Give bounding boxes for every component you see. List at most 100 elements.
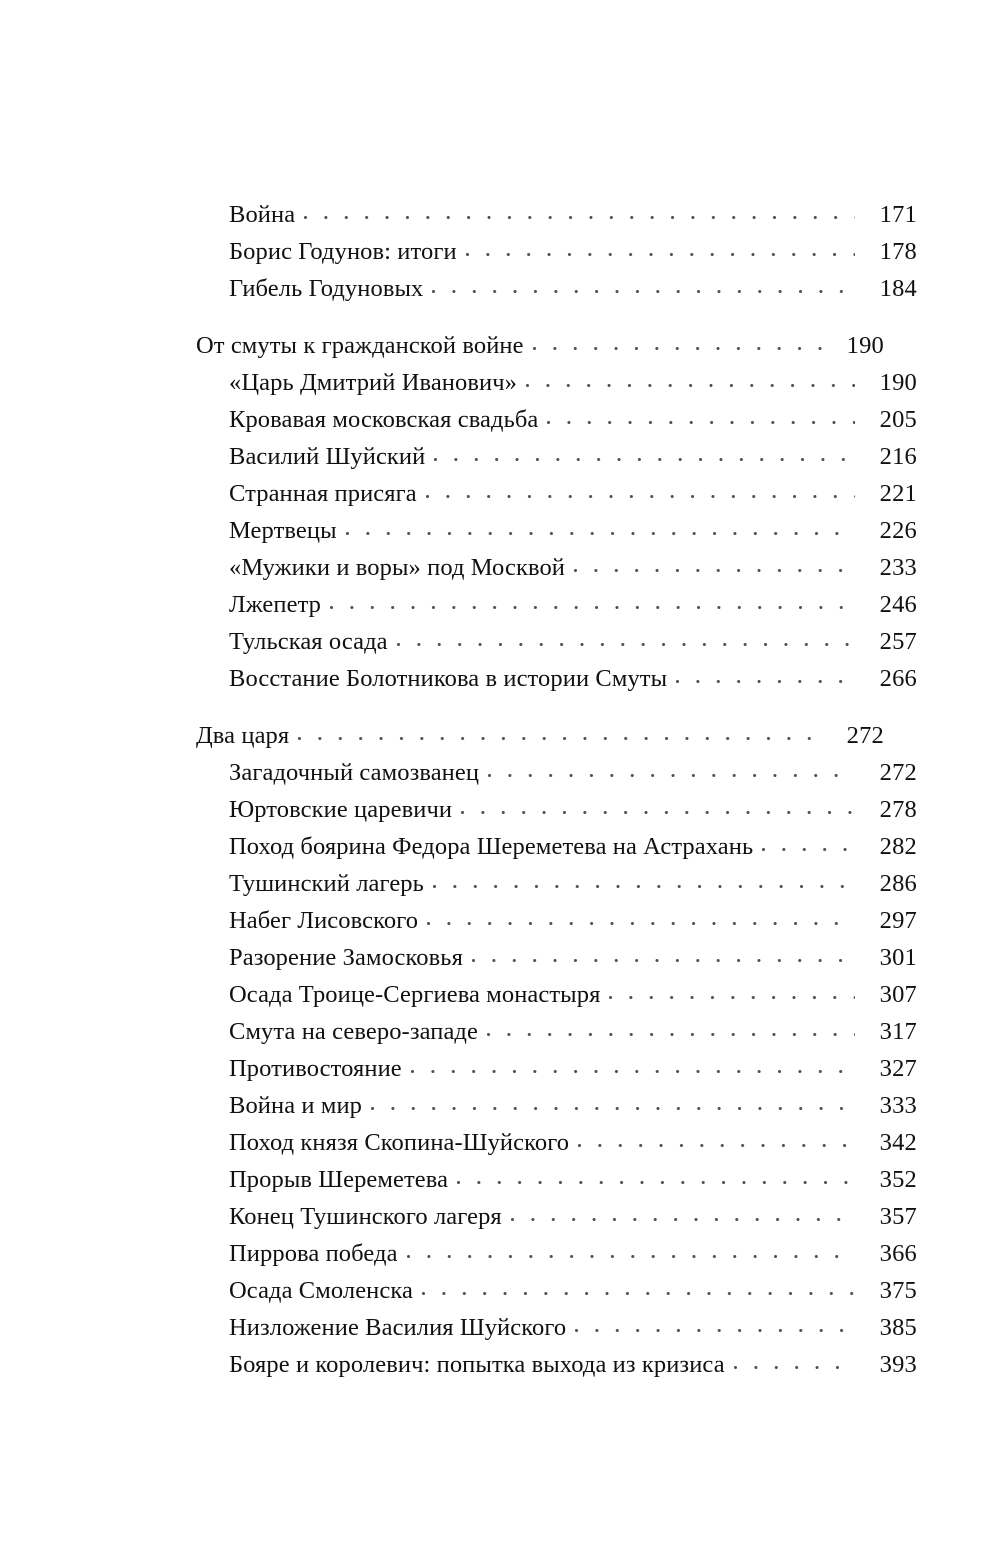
- toc-entry-title: Гибель Годуновых: [229, 275, 424, 302]
- toc-dot-leader: [532, 334, 822, 358]
- toc-dot-leader: [471, 946, 855, 970]
- toc-dot-leader: [421, 1279, 855, 1303]
- toc-entry-title: Тульская осада: [229, 628, 388, 655]
- toc-dot-leader: [578, 1131, 855, 1155]
- toc-chapter-row[interactable]: «Царь Дмитрий Иванович» 190: [196, 364, 917, 401]
- toc-chapter-row[interactable]: Осада Смоленска 375: [196, 1272, 917, 1309]
- toc-dot-leader: [762, 835, 855, 859]
- toc-section-row[interactable]: Два царя 272: [196, 717, 884, 754]
- toc-entry-title: Поход князя Скопина-Шуйского: [229, 1129, 570, 1156]
- toc-entry-title: Два царя: [196, 722, 290, 749]
- toc-entry-page-number: 190: [879, 369, 917, 396]
- toc-chapter-row[interactable]: Бояре и королевич: попытка выхода из кри…: [196, 1346, 917, 1383]
- toc-entry-page-number: 385: [879, 1314, 917, 1341]
- toc-entry-title: Лжепетр: [229, 591, 322, 618]
- toc-dot-leader: [304, 203, 855, 227]
- toc-chapter-row[interactable]: Разорение Замосковья 301: [196, 939, 917, 976]
- toc-entry-page-number: 342: [879, 1129, 917, 1156]
- toc-entry-title: Поход боярина Федора Шереметева на Астра…: [229, 833, 754, 860]
- toc-chapter-row[interactable]: Набег Лисовского 297: [196, 902, 917, 939]
- toc-dot-leader: [345, 519, 855, 543]
- toc-entry-title: Конец Тушинского лагеря: [229, 1203, 502, 1230]
- toc-dot-leader: [427, 909, 855, 933]
- toc-chapter-row[interactable]: Война 171: [196, 196, 917, 233]
- toc-section-row[interactable]: От смуты к гражданской войне 190: [196, 327, 884, 364]
- toc-dot-leader: [425, 482, 855, 506]
- toc-chapter-row[interactable]: Борис Годунов: итоги 178: [196, 233, 917, 270]
- toc-dot-leader: [609, 983, 855, 1007]
- toc-chapter-row[interactable]: Гибель Годуновых 184: [196, 270, 917, 307]
- toc-dot-leader: [330, 593, 855, 617]
- toc-entry-page-number: 272: [879, 759, 917, 786]
- toc-dot-leader: [676, 667, 855, 691]
- toc-entry-page-number: 317: [879, 1018, 917, 1045]
- toc-dot-leader: [465, 240, 855, 264]
- toc-chapter-row[interactable]: Прорыв Шереметева 352: [196, 1161, 917, 1198]
- toc-chapter-row[interactable]: Противостояние 327: [196, 1050, 917, 1087]
- toc-entry-title: Василий Шуйский: [229, 443, 426, 470]
- toc-dot-leader: [406, 1242, 855, 1266]
- toc-entry-page-number: 216: [879, 443, 917, 470]
- toc-chapter-row[interactable]: Поход князя Скопина-Шуйского 342: [196, 1124, 917, 1161]
- toc-chapter-row[interactable]: Поход боярина Федора Шереметева на Астра…: [196, 828, 917, 865]
- toc-chapter-row[interactable]: Мертвецы 226: [196, 512, 917, 549]
- toc-dot-leader: [526, 371, 855, 395]
- toc-entry-page-number: 226: [879, 517, 917, 544]
- toc-entry-title: Бояре и королевич: попытка выхода из кри…: [229, 1351, 725, 1378]
- toc-entry-page-number: 333: [879, 1092, 917, 1119]
- toc-chapter-row[interactable]: Кровавая московская свадьба 205: [196, 401, 917, 438]
- toc-chapter-row[interactable]: Странная присяга 221: [196, 475, 917, 512]
- toc-entry-page-number: 184: [879, 275, 917, 302]
- toc-dot-leader: [461, 798, 855, 822]
- toc-entry-list: Война 171 Борис Годунов: итоги 178 Гибель Го…: [196, 196, 917, 1383]
- toc-chapter-row[interactable]: «Мужики и воры» под Москвой 233: [196, 549, 917, 586]
- toc-entry-title: Мертвецы: [229, 517, 337, 544]
- toc-entry-title: Тушинский лагерь: [229, 870, 424, 897]
- toc-entry-title: Пиррова победа: [229, 1240, 398, 1267]
- toc-chapter-row[interactable]: Война и мир 333: [196, 1087, 917, 1124]
- toc-chapter-row[interactable]: Восстание Болотникова в истории Смуты 266: [196, 660, 917, 697]
- toc-dot-leader: [396, 630, 855, 654]
- toc-dot-leader: [432, 277, 855, 301]
- toc-entry-page-number: 297: [879, 907, 917, 934]
- toc-dot-leader: [575, 1316, 855, 1340]
- toc-entry-page-number: 375: [879, 1277, 917, 1304]
- toc-entry-title: Загадочный самозванец: [229, 759, 480, 786]
- toc-entry-title: Странная присяга: [229, 480, 417, 507]
- toc-chapter-row[interactable]: Тульская осада 257: [196, 623, 917, 660]
- toc-dot-leader: [733, 1353, 855, 1377]
- toc-chapter-row[interactable]: Тушинский лагерь 286: [196, 865, 917, 902]
- toc-entry-title: Борис Годунов: итоги: [229, 238, 457, 265]
- toc-chapter-row[interactable]: Конец Тушинского лагеря 357: [196, 1198, 917, 1235]
- toc-entry-page-number: 366: [879, 1240, 917, 1267]
- toc-entry-page-number: 278: [879, 796, 917, 823]
- toc-chapter-row[interactable]: Лжепетр 246: [196, 586, 917, 623]
- toc-entry-page-number: 307: [879, 981, 917, 1008]
- toc-dot-leader: [457, 1168, 855, 1192]
- toc-entry-page-number: 393: [879, 1351, 917, 1378]
- toc-chapter-row[interactable]: Низложение Василия Шуйского 385: [196, 1309, 917, 1346]
- toc-chapter-row[interactable]: Василий Шуйский 216: [196, 438, 917, 475]
- toc-entry-page-number: 352: [879, 1166, 917, 1193]
- toc-entry-title: Прорыв Шереметева: [229, 1166, 449, 1193]
- toc-dot-leader: [486, 1020, 855, 1044]
- toc-dot-leader: [510, 1205, 855, 1229]
- toc-chapter-row[interactable]: Загадочный самозванец 272: [196, 754, 917, 791]
- toc-dot-leader: [488, 761, 855, 785]
- toc-entry-title: «Царь Дмитрий Иванович»: [229, 369, 518, 396]
- toc-chapter-row[interactable]: Смута на северо-западе 317: [196, 1013, 917, 1050]
- toc-entry-page-number: 205: [879, 406, 917, 433]
- toc-chapter-row[interactable]: Осада Троице-Сергиева монастыря 307: [196, 976, 917, 1013]
- toc-chapter-row[interactable]: Юртовские царевичи 278: [196, 791, 917, 828]
- toc-entry-page-number: 171: [879, 201, 917, 228]
- toc-entry-page-number: 282: [879, 833, 917, 860]
- toc-chapter-row[interactable]: Пиррова победа 366: [196, 1235, 917, 1272]
- toc-entry-page-number: 221: [879, 480, 917, 507]
- toc-dot-leader: [547, 408, 855, 432]
- toc-dot-leader: [298, 724, 822, 748]
- toc-entry-title: Война: [229, 201, 296, 228]
- toc-entry-title: Низложение Василия Шуйского: [229, 1314, 567, 1341]
- toc-entry-title: Набег Лисовского: [229, 907, 419, 934]
- toc-dot-leader: [371, 1094, 855, 1118]
